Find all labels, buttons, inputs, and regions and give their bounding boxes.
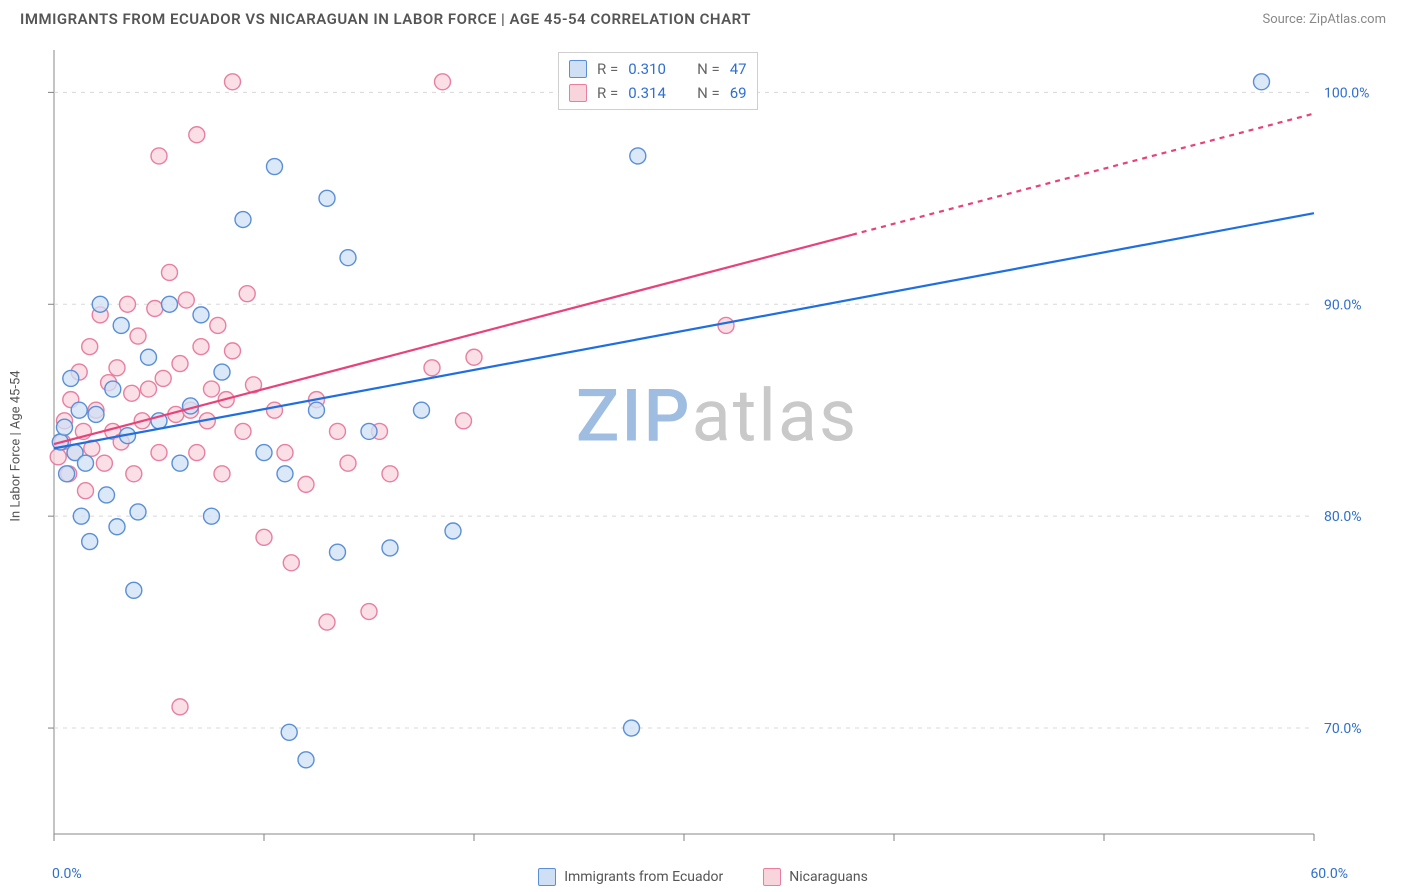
legend-swatch	[569, 60, 587, 78]
svg-text:70.0%: 70.0%	[1324, 721, 1362, 737]
correlation-legend: R = 0.310 N = 47R = 0.314 N = 69	[558, 52, 758, 110]
legend-row: R = 0.310 N = 47	[569, 57, 747, 81]
svg-text:80.0%: 80.0%	[1324, 509, 1362, 525]
chart-title: IMMIGRANTS FROM ECUADOR VS NICARAGUAN IN…	[20, 10, 751, 28]
chart-area: 70.0%80.0%90.0%100.0% ZIPatlas R = 0.310…	[48, 44, 1386, 852]
svg-text:100.0%: 100.0%	[1324, 85, 1369, 101]
source-credit: Source: ZipAtlas.com	[1262, 12, 1386, 27]
legend-label: Nicaraguans	[789, 869, 868, 885]
legend-swatch	[763, 868, 781, 886]
scatter-chart: 70.0% 80.0% 90.0% 100.0%	[48, 44, 1386, 852]
legend-swatch	[538, 868, 556, 886]
legend-item: Immigrants from Ecuador	[538, 868, 723, 886]
y-axis-label: In Labor Force | Age 45-54	[9, 370, 24, 521]
svg-text:90.0%: 90.0%	[1324, 297, 1362, 313]
legend-label: Immigrants from Ecuador	[564, 869, 723, 885]
series-legend: Immigrants from Ecuador Nicaraguans	[0, 868, 1406, 886]
legend-row: R = 0.314 N = 69	[569, 81, 747, 105]
legend-swatch	[569, 84, 587, 102]
legend-item: Nicaraguans	[763, 868, 868, 886]
